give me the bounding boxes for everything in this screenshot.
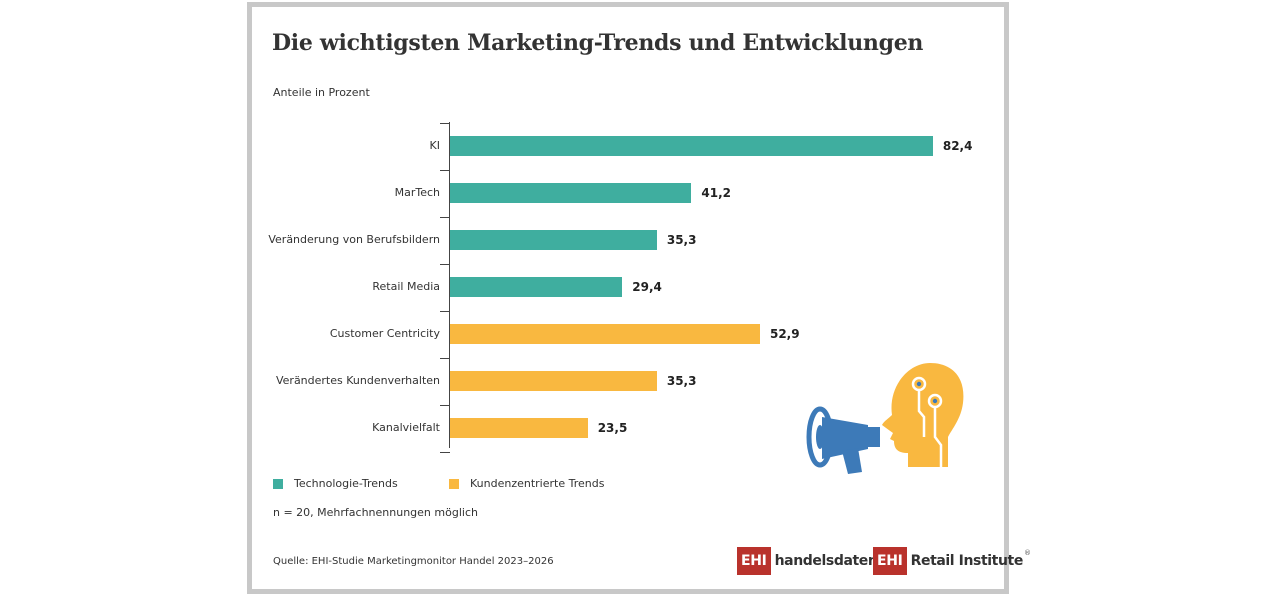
axis-tick <box>440 310 450 312</box>
legend-swatch-kundenzentriert <box>449 478 459 489</box>
logo-text-retail-institute: Retail Institute <box>910 553 1024 569</box>
bar-customer-centricity <box>450 324 760 344</box>
axis-tick <box>440 357 450 359</box>
y-axis-line <box>449 122 450 448</box>
chart-frame <box>247 2 1009 594</box>
sample-note: n = 20, Mehrfachnennungen möglich <box>273 506 478 519</box>
value-label-ki: 82,4 <box>942 139 973 153</box>
legend-item-kundenzentriert: Kundenzentrierte Trends <box>449 477 604 490</box>
category-label-verändertes-kundenverhalten: Verändertes Kundenverhalten <box>275 374 440 387</box>
legend-label-kundenzentriert: Kundenzentrierte Trends <box>470 477 605 490</box>
category-label-kanalvielfalt: Kanalvielfalt <box>372 421 440 434</box>
logo-retail-institute: EHI Retail Institute ® <box>873 547 1031 575</box>
source-note: Quelle: EHI-Studie Marketingmonitor Hand… <box>273 556 554 567</box>
registered-mark: ® <box>1023 549 1031 557</box>
megaphone-icon <box>806 406 880 474</box>
value-label-customer-centricity: 52,9 <box>769 327 800 341</box>
category-label-veränderung-von-berufsbildern: Veränderung von Berufsbildern <box>268 233 440 246</box>
bar-ki <box>450 136 933 156</box>
logo-handelsdaten: EHI handelsdaten.de <box>737 547 901 575</box>
logo-text-handelsdaten: handelsdaten.de <box>774 553 902 569</box>
value-label-verändertes-kundenverhalten: 35,3 <box>666 374 697 388</box>
category-label-retail-media: Retail Media <box>372 280 440 293</box>
axis-tick <box>440 404 450 406</box>
category-label-ki: KI <box>429 139 440 152</box>
bar-veränderung-von-berufsbildern <box>450 230 657 250</box>
chart-title: Die wichtigsten Marketing-Trends und Ent… <box>272 30 924 56</box>
value-label-veränderung-von-berufsbildern: 35,3 <box>666 233 697 247</box>
marketing-illustration <box>806 363 964 474</box>
axis-tick <box>440 122 450 124</box>
axis-tick <box>440 169 450 171</box>
value-label-retail-media: 29,4 <box>632 280 662 294</box>
legend-item-technologie: Technologie-Trends <box>273 477 398 490</box>
value-label-kanalvielfalt: 23,5 <box>597 421 628 435</box>
bar-martech <box>450 183 692 203</box>
logo-box-ehi-2: EHI <box>873 547 907 575</box>
category-label-martech: MarTech <box>394 186 440 199</box>
legend-label-technologie: Technologie-Trends <box>294 477 398 490</box>
axis-tick <box>440 451 450 453</box>
logo-box-ehi: EHI <box>737 547 771 575</box>
value-label-martech: 41,2 <box>701 186 732 200</box>
chart-subtitle: Anteile in Prozent <box>273 86 370 99</box>
bar-kanalvielfalt <box>450 418 588 438</box>
axis-tick <box>440 263 450 265</box>
category-label-customer-centricity: Customer Centricity <box>329 327 440 340</box>
head-with-circuit-icon <box>882 363 964 467</box>
legend-swatch-technologie <box>273 478 283 489</box>
bar-verändertes-kundenverhalten <box>450 371 657 391</box>
axis-tick <box>440 216 450 218</box>
bar-retail-media <box>450 277 623 297</box>
